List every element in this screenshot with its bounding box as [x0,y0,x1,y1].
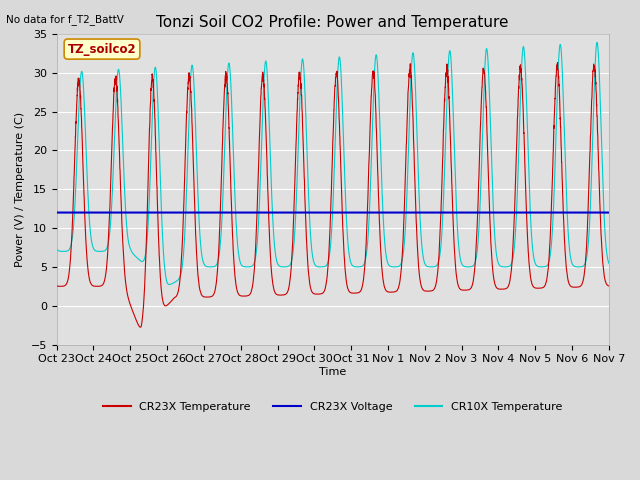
Text: TZ_soilco2: TZ_soilco2 [68,43,136,56]
Y-axis label: Power (V) / Temperature (C): Power (V) / Temperature (C) [15,112,25,267]
X-axis label: Time: Time [319,367,346,377]
Title: Tonzi Soil CO2 Profile: Power and Temperature: Tonzi Soil CO2 Profile: Power and Temper… [157,15,509,30]
Text: No data for f_T2_BattV: No data for f_T2_BattV [6,14,124,25]
Legend: CR23X Temperature, CR23X Voltage, CR10X Temperature: CR23X Temperature, CR23X Voltage, CR10X … [99,398,567,417]
